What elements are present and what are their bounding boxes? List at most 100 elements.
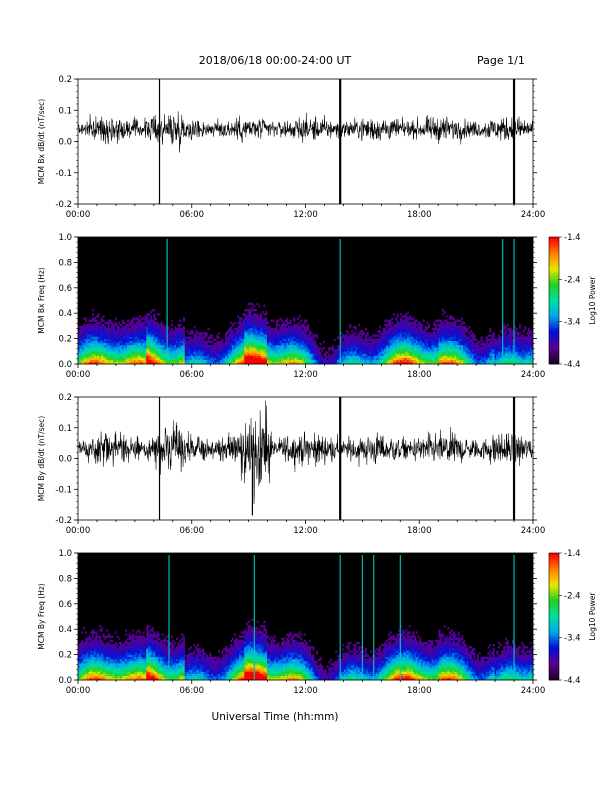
spectrogram-cell bbox=[118, 340, 121, 344]
spectrogram-cell bbox=[454, 342, 457, 346]
spectrogram-cell bbox=[386, 338, 389, 342]
spectrogram-cell bbox=[363, 351, 366, 354]
spectrogram-cell bbox=[522, 342, 525, 346]
spectrogram-cell bbox=[104, 342, 107, 346]
spectrogram-cell bbox=[487, 355, 490, 358]
spectrogram-cell bbox=[253, 342, 256, 346]
spectrogram-cell bbox=[93, 340, 96, 344]
spectrogram-cell bbox=[139, 330, 142, 333]
spectrogram-cell bbox=[277, 342, 280, 346]
spectrogram-cell bbox=[254, 308, 257, 312]
spectrogram-cell bbox=[403, 355, 406, 358]
spectrogram-cell bbox=[205, 344, 208, 348]
spectrogram-cell bbox=[88, 355, 91, 358]
spectrogram-cell bbox=[387, 332, 390, 335]
spectrogram-cell bbox=[225, 353, 228, 356]
spectrogram-cell bbox=[405, 328, 408, 331]
spectrogram-cell bbox=[86, 338, 89, 342]
spectrogram-cell bbox=[471, 357, 474, 361]
spectrogram-cell bbox=[207, 347, 210, 350]
spectrogram-cell bbox=[162, 338, 165, 342]
spectrogram-cell bbox=[531, 338, 534, 342]
spectrogram-cell bbox=[172, 359, 175, 363]
spectrogram-cell bbox=[144, 332, 147, 335]
spectrogram-cell bbox=[531, 355, 534, 358]
spectrogram-cell bbox=[130, 355, 133, 358]
spectrogram-cell bbox=[359, 338, 362, 342]
spectrogram-cell bbox=[305, 347, 308, 350]
spectrogram-cell bbox=[342, 357, 345, 361]
spectrogram-cell bbox=[459, 353, 462, 356]
spectrogram-cell bbox=[384, 334, 387, 337]
spectrogram-cell bbox=[370, 347, 373, 350]
spectrogram-cell bbox=[394, 359, 397, 363]
spectrogram-cell bbox=[286, 359, 289, 363]
spectrogram-cell bbox=[144, 330, 147, 333]
colorbar-swatch bbox=[549, 264, 559, 268]
spectrogram-cell bbox=[387, 334, 390, 337]
spectrogram-cell bbox=[403, 340, 406, 344]
spectrogram-cell bbox=[120, 340, 123, 344]
spectrogram-cell bbox=[281, 353, 284, 356]
spectrogram-cell bbox=[81, 673, 84, 677]
spectrogram-cell bbox=[499, 338, 502, 342]
spectrogram-cell bbox=[442, 353, 445, 356]
spectrogram-cell bbox=[261, 353, 264, 356]
spectrogram-cell bbox=[127, 328, 130, 331]
spectrogram-cell bbox=[345, 336, 348, 339]
spectrogram-cell bbox=[401, 357, 404, 361]
spectrogram-cell bbox=[440, 321, 443, 325]
spectrogram-cell bbox=[340, 353, 343, 356]
spectrogram-cell bbox=[382, 349, 385, 352]
spectrogram-cell bbox=[408, 359, 411, 363]
spectrogram-cell bbox=[314, 355, 317, 358]
spectrogram-cell bbox=[163, 325, 166, 329]
spectrogram-cell bbox=[267, 347, 270, 350]
spectrogram-cell bbox=[160, 328, 163, 331]
spectrogram-cell bbox=[265, 336, 268, 339]
spectrogram-cell bbox=[78, 654, 81, 658]
spectrogram-cell bbox=[445, 328, 448, 331]
spectrogram-cell bbox=[104, 340, 107, 344]
spectrogram-cell bbox=[207, 355, 210, 358]
y-axis-title: MCM By dB/dt (nT/sec) bbox=[37, 416, 46, 501]
spectrogram-cell bbox=[377, 342, 380, 346]
spectrogram-cell bbox=[88, 330, 91, 333]
spectrogram-cell bbox=[214, 338, 217, 342]
spectrogram-cell bbox=[494, 349, 497, 352]
spectrogram-cell bbox=[387, 330, 390, 333]
spectrogram-cell bbox=[505, 336, 508, 339]
spectrogram-cell bbox=[419, 359, 422, 363]
spectrogram-cell bbox=[240, 317, 243, 320]
spectrogram-cell bbox=[461, 317, 464, 320]
spectrogram-cell bbox=[275, 347, 278, 350]
spectrogram-cell bbox=[135, 321, 138, 325]
spectrogram-cell bbox=[268, 328, 271, 331]
spectrogram-cell bbox=[239, 342, 242, 346]
spectrogram-cell bbox=[424, 325, 427, 329]
spectrogram-cell bbox=[81, 342, 84, 346]
spectrogram-cell bbox=[244, 338, 247, 342]
spectrogram-cell bbox=[106, 355, 109, 358]
spectrogram-cell bbox=[232, 338, 235, 342]
spectrogram-cell bbox=[424, 330, 427, 333]
spectrogram-cell bbox=[372, 342, 375, 346]
spectrogram-cell bbox=[410, 351, 413, 354]
spectrogram-cell bbox=[331, 349, 334, 352]
spectrogram-cell bbox=[114, 353, 117, 356]
spectrogram-cell bbox=[78, 644, 81, 647]
spectrogram-cell bbox=[179, 359, 182, 363]
spectrogram-cell bbox=[162, 323, 165, 327]
spectrogram-cell bbox=[114, 323, 117, 327]
spectrogram-cell bbox=[506, 353, 509, 356]
spectrogram-cell bbox=[428, 347, 431, 350]
spectrogram-cell bbox=[302, 332, 305, 335]
spectrogram-cell bbox=[440, 332, 443, 335]
spectrogram-cell bbox=[125, 340, 128, 344]
spectrogram-cell bbox=[491, 336, 494, 339]
spectrogram-cell bbox=[309, 359, 312, 363]
spectrogram-cell bbox=[333, 359, 336, 363]
spectrogram-cell bbox=[127, 338, 130, 342]
spectrogram-cell bbox=[86, 658, 89, 662]
spectrogram-cell bbox=[414, 321, 417, 325]
